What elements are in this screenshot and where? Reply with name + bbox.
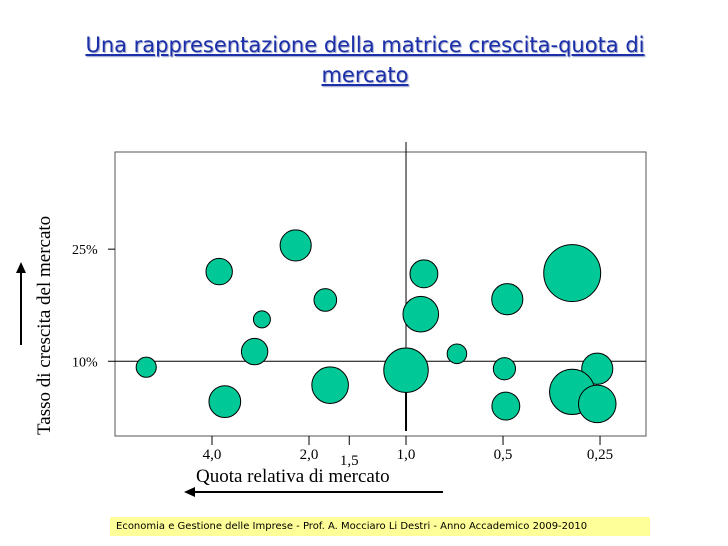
- bubble-16: [581, 352, 614, 385]
- y-axis-label: Tasso di crescita del mercato: [34, 216, 55, 435]
- x-ticks: 4,0 2,0 1,5 1,0 0,5 0,25: [203, 436, 613, 469]
- slide-title: Una rappresentazione della matrice cresc…: [85, 33, 645, 87]
- bubble-5: [135, 356, 157, 378]
- y-axis-arrow: [16, 262, 26, 345]
- x-tick-label: 2,0: [300, 447, 319, 463]
- bubble-3: [252, 310, 271, 329]
- x-tick-label: 0,25: [587, 447, 613, 463]
- y-tick-label: 25%: [72, 243, 98, 258]
- bubble-15: [492, 357, 517, 381]
- bubble-2: [279, 229, 312, 262]
- bubble-1: [205, 257, 233, 286]
- bubble-10: [491, 283, 524, 316]
- x-axis-arrow: [184, 487, 443, 497]
- bubble-7: [208, 385, 242, 418]
- y-ticks: 25% 10%: [72, 243, 115, 370]
- bubble-13: [383, 347, 429, 393]
- bubble-19: [577, 384, 617, 424]
- bubble-4: [313, 288, 338, 312]
- bubble-14: [446, 343, 468, 365]
- x-tick-label: 0,5: [494, 447, 513, 463]
- x-axis-label: Quota relativa di mercato: [196, 466, 390, 487]
- bubble-8: [311, 366, 349, 404]
- x-tick-label: 1,0: [397, 447, 416, 463]
- bubbles: [135, 229, 617, 424]
- bubble-12: [402, 295, 440, 333]
- plot-frame: [114, 151, 647, 437]
- bubble-17: [491, 391, 521, 421]
- x-tick-label: 1,5: [340, 453, 359, 469]
- bubble-9: [409, 259, 439, 289]
- y-tick-label: 10%: [72, 355, 98, 370]
- bubble-11: [543, 244, 602, 303]
- footer-bar: Economia e Gestione delle Imprese - Prof…: [110, 517, 650, 536]
- bubble-6: [240, 337, 269, 366]
- x-tick-label: 4,0: [203, 447, 222, 463]
